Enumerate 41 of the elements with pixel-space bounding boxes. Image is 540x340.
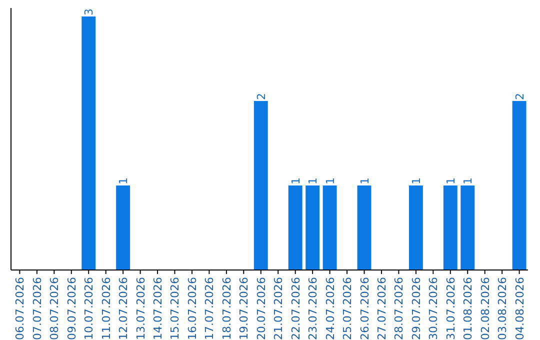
x-tick-label: 07.07.2026 <box>30 277 44 340</box>
data-label: 1 <box>444 177 458 184</box>
x-tick-label: 14.07.2026 <box>152 277 165 340</box>
x-tick-label: 02.08.2026 <box>478 277 492 340</box>
x-tick-label: 22.07.2026 <box>289 277 302 340</box>
data-label: 1 <box>462 177 475 184</box>
data-label: 1 <box>289 177 302 184</box>
x-tick-label: 06.07.2026 <box>14 277 27 340</box>
x-tick-label: 16.07.2026 <box>186 277 199 340</box>
x-tick-label: 27.07.2026 <box>375 277 388 340</box>
x-tick-label: 18.07.2026 <box>220 277 234 340</box>
x-tick-label: 15.07.2026 <box>168 277 182 340</box>
x-tick-label: 30.07.2026 <box>427 277 440 340</box>
x-tick-label: 03.08.2026 <box>496 277 510 340</box>
x-tick-label: 19.07.2026 <box>238 277 251 340</box>
x-tick-label: 08.07.2026 <box>48 277 62 340</box>
data-label: 2 <box>254 92 268 100</box>
x-tick-label: 29.07.2026 <box>410 277 423 340</box>
data-label: 1 <box>117 177 130 184</box>
x-tick-label: 17.07.2026 <box>203 277 216 340</box>
x-tick-label: 01.08.2026 <box>462 277 475 340</box>
x-tick-label: 28.07.2026 <box>392 277 406 340</box>
x-tick-label: 13.07.2026 <box>134 277 148 340</box>
data-label: 1 <box>306 177 320 184</box>
x-tick-label: 11.07.2026 <box>100 277 113 340</box>
data-label: 3 <box>82 8 96 16</box>
data-label: 2 <box>513 92 526 100</box>
x-tick-label: 20.07.2026 <box>254 277 268 340</box>
x-tick-label: 23.07.2026 <box>306 277 320 340</box>
x-tick-label: 10.07.2026 <box>82 277 96 340</box>
x-tick-label: 26.07.2026 <box>358 277 372 340</box>
data-label: 1 <box>410 177 423 184</box>
x-tick-label: 31.07.2026 <box>444 277 458 340</box>
x-tick-label: 09.07.2026 <box>65 277 78 340</box>
x-tick-label: 25.07.2026 <box>341 277 354 340</box>
x-tick-label: 12.07.2026 <box>117 277 130 340</box>
data-label: 1 <box>324 177 337 184</box>
x-tick-label: 21.07.2026 <box>272 277 286 340</box>
x-tick-label: 24.07.2026 <box>324 277 337 340</box>
data-label: 1 <box>358 177 372 184</box>
x-tick-label: 04.08.2026 <box>513 277 526 340</box>
